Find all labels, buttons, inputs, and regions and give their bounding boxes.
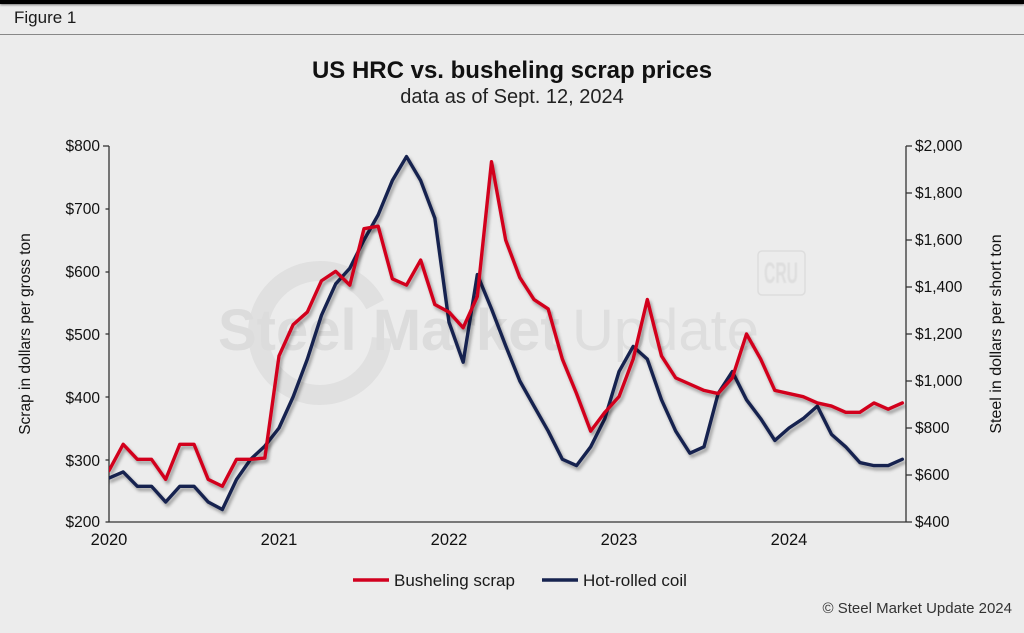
svg-text:$1,000: $1,000	[915, 373, 963, 390]
svg-text:$200: $200	[66, 514, 101, 531]
svg-text:$300: $300	[66, 453, 101, 470]
svg-text:$700: $700	[66, 201, 101, 218]
svg-text:2024: 2024	[771, 531, 808, 549]
svg-text:$400: $400	[915, 514, 950, 531]
svg-text:2020: 2020	[91, 531, 128, 549]
svg-text:2022: 2022	[431, 531, 468, 549]
svg-text:2021: 2021	[261, 531, 298, 549]
svg-text:$600: $600	[66, 264, 101, 281]
svg-text:2023: 2023	[601, 531, 638, 549]
svg-text:$1,800: $1,800	[915, 185, 963, 202]
svg-text:Hot-rolled coil: Hot-rolled coil	[583, 571, 687, 590]
svg-text:$800: $800	[915, 420, 950, 437]
svg-text:$1,400: $1,400	[915, 279, 963, 296]
svg-text:CRU: CRU	[764, 257, 798, 290]
svg-text:© Steel Market Update 2024: © Steel Market Update 2024	[823, 600, 1013, 617]
svg-text:Busheling scrap: Busheling scrap	[394, 571, 515, 590]
svg-text:$400: $400	[66, 390, 101, 407]
svg-text:Steel in dollars per short ton: Steel in dollars per short ton	[988, 234, 1005, 433]
svg-text:$600: $600	[915, 467, 950, 484]
svg-text:$500: $500	[66, 327, 101, 344]
svg-text:$1,600: $1,600	[915, 232, 963, 249]
svg-text:Update: Update	[572, 298, 759, 363]
svg-text:$2,000: $2,000	[915, 138, 963, 155]
svg-text:Scrap in dollars per gross ton: Scrap in dollars per gross ton	[17, 233, 34, 435]
svg-text:$1,200: $1,200	[915, 326, 963, 343]
svg-text:$800: $800	[66, 138, 101, 155]
